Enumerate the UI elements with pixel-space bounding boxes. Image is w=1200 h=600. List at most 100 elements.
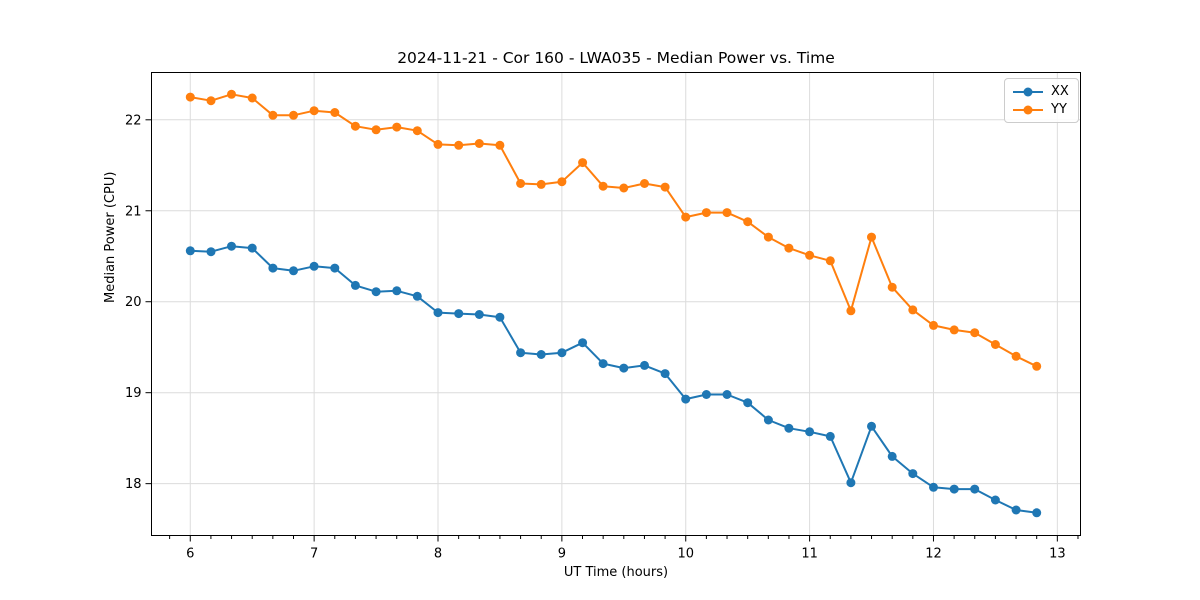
data-point bbox=[825, 431, 835, 441]
data-point bbox=[970, 328, 980, 338]
x-tick-label: 10 bbox=[677, 547, 694, 562]
data-point bbox=[640, 360, 649, 370]
series-xx bbox=[185, 241, 1042, 518]
data-point bbox=[908, 469, 918, 479]
data-point bbox=[268, 263, 278, 273]
data-point bbox=[474, 139, 484, 148]
data-point bbox=[392, 286, 402, 296]
data-point bbox=[557, 177, 567, 187]
data-point bbox=[887, 282, 897, 292]
data-point bbox=[1032, 508, 1042, 518]
data-point bbox=[330, 263, 340, 273]
data-point bbox=[990, 340, 1000, 349]
data-point bbox=[1011, 351, 1021, 361]
legend-marker-icon bbox=[1013, 105, 1043, 114]
data-point bbox=[743, 398, 753, 408]
data-point bbox=[970, 484, 980, 494]
data-point bbox=[578, 158, 588, 168]
data-point bbox=[206, 96, 216, 106]
data-point bbox=[454, 309, 464, 319]
data-point bbox=[474, 310, 484, 319]
data-point bbox=[247, 93, 257, 103]
data-point bbox=[949, 325, 959, 335]
data-point bbox=[516, 179, 526, 188]
data-point bbox=[433, 308, 443, 318]
data-point bbox=[784, 423, 794, 433]
tick-labels: 6 7 8 9 10 11 12 13 18 19 20 21 22 bbox=[125, 113, 1066, 561]
data-point bbox=[701, 208, 711, 218]
data-point bbox=[1011, 505, 1021, 515]
data-point bbox=[309, 106, 319, 116]
data-point bbox=[867, 232, 876, 242]
data-point bbox=[743, 217, 753, 227]
data-point bbox=[949, 484, 959, 494]
data-point bbox=[763, 415, 773, 425]
legend-item-yy: YY bbox=[1012, 102, 1069, 117]
data-point bbox=[805, 427, 815, 437]
data-point bbox=[557, 348, 567, 358]
data-point bbox=[722, 390, 732, 399]
y-tick-label: 18 bbox=[125, 477, 142, 492]
y-tick-label: 21 bbox=[125, 204, 142, 219]
data-point bbox=[289, 110, 298, 120]
data-point bbox=[763, 232, 773, 242]
data-point bbox=[701, 390, 711, 399]
data-point bbox=[412, 126, 422, 136]
data-point bbox=[536, 350, 546, 359]
data-point bbox=[619, 183, 629, 193]
data-point bbox=[330, 108, 340, 117]
x-tick-label: 7 bbox=[310, 547, 318, 562]
data-point bbox=[598, 359, 608, 369]
data-point bbox=[578, 338, 588, 348]
x-tick-label: 11 bbox=[801, 547, 818, 562]
data-point bbox=[350, 121, 360, 131]
legend-item-xx: XX bbox=[1012, 84, 1069, 99]
data-point bbox=[929, 320, 938, 330]
data-point bbox=[867, 421, 876, 431]
axis-ticks bbox=[145, 119, 1079, 542]
x-tick-label: 6 bbox=[186, 547, 194, 562]
data-point bbox=[908, 305, 918, 315]
data-point bbox=[227, 241, 236, 251]
chart-title: 2024-11-21 - Cor 160 - LWA035 - Median P… bbox=[397, 49, 835, 67]
data-point bbox=[289, 266, 298, 276]
data-point bbox=[309, 261, 319, 271]
data-point bbox=[495, 312, 505, 322]
data-point bbox=[227, 89, 236, 99]
legend-marker-icon bbox=[1013, 87, 1043, 96]
y-tick-label: 20 bbox=[125, 295, 142, 310]
x-tick-label: 13 bbox=[1049, 547, 1066, 562]
series-line bbox=[189, 93, 1038, 368]
data-point bbox=[805, 250, 815, 260]
data-point bbox=[640, 179, 649, 188]
data-point bbox=[681, 394, 691, 404]
data-point bbox=[990, 495, 1000, 505]
x-tick-label: 8 bbox=[434, 547, 442, 562]
x-axis-label: UT Time (hours) bbox=[563, 565, 669, 580]
data-point bbox=[660, 369, 670, 379]
series-yy bbox=[185, 89, 1042, 371]
data-point bbox=[268, 110, 278, 120]
data-point bbox=[722, 208, 732, 218]
plot-border bbox=[151, 72, 1081, 536]
data-point bbox=[433, 139, 443, 149]
gridlines bbox=[151, 72, 1081, 536]
data-point bbox=[887, 451, 897, 461]
data-point bbox=[825, 256, 835, 266]
data-point bbox=[536, 179, 546, 189]
data-point bbox=[371, 287, 381, 297]
legend-label: XX bbox=[1051, 84, 1069, 99]
data-point bbox=[929, 482, 938, 492]
x-tick-label: 12 bbox=[925, 547, 942, 562]
data-point bbox=[619, 363, 629, 373]
data-point bbox=[350, 280, 360, 290]
data-point bbox=[516, 348, 526, 358]
legend-label: YY bbox=[1051, 102, 1067, 117]
data-point bbox=[784, 243, 794, 253]
data-point bbox=[846, 306, 856, 316]
data-point bbox=[1032, 361, 1042, 371]
data-point bbox=[247, 243, 257, 253]
data-point bbox=[206, 247, 216, 257]
